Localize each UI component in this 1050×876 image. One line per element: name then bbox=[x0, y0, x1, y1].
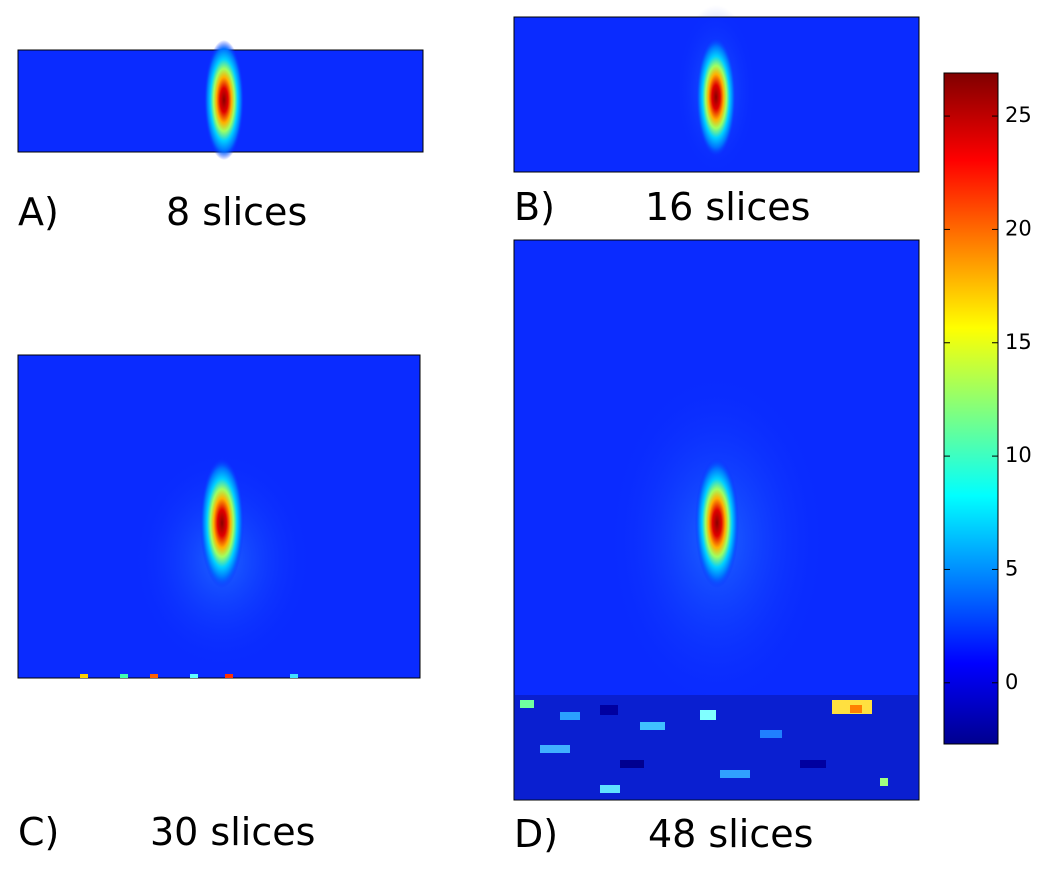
colorbar-tick-label: 15 bbox=[1005, 330, 1032, 354]
panel-d: D) 48 slices bbox=[513, 239, 920, 856]
panel-caption: 48 slices bbox=[648, 812, 813, 856]
hot-spot bbox=[695, 458, 739, 588]
colorbar-tick-label: 10 bbox=[1005, 443, 1032, 467]
panel-label: A) bbox=[18, 190, 59, 234]
edge-noise bbox=[515, 695, 918, 799]
colorbar-tick-label: 25 bbox=[1005, 103, 1032, 127]
panel-label: C) bbox=[18, 810, 59, 854]
panel-b: B) 16 slices bbox=[513, 5, 920, 229]
hot-spot bbox=[696, 37, 736, 157]
colorbar-tick-label: 0 bbox=[1005, 670, 1018, 694]
hot-spot bbox=[204, 40, 244, 160]
panel-caption: 30 slices bbox=[150, 810, 315, 854]
panel-label: D) bbox=[514, 812, 558, 856]
hot-spot bbox=[200, 458, 244, 588]
colorbar-tick-label: 20 bbox=[1005, 216, 1032, 240]
panel-a: A) 8 slices bbox=[17, 40, 424, 234]
panel-label: B) bbox=[514, 185, 555, 229]
colorbar: 0 5 10 15 20 25 bbox=[943, 72, 1032, 745]
panel-caption: 16 slices bbox=[645, 185, 810, 229]
colorbar-scale bbox=[943, 72, 999, 745]
panel-caption: 8 slices bbox=[166, 190, 307, 234]
edge-noise bbox=[80, 674, 298, 678]
colorbar-tick-label: 5 bbox=[1005, 556, 1018, 580]
panel-c: C) 30 slices bbox=[17, 354, 421, 854]
